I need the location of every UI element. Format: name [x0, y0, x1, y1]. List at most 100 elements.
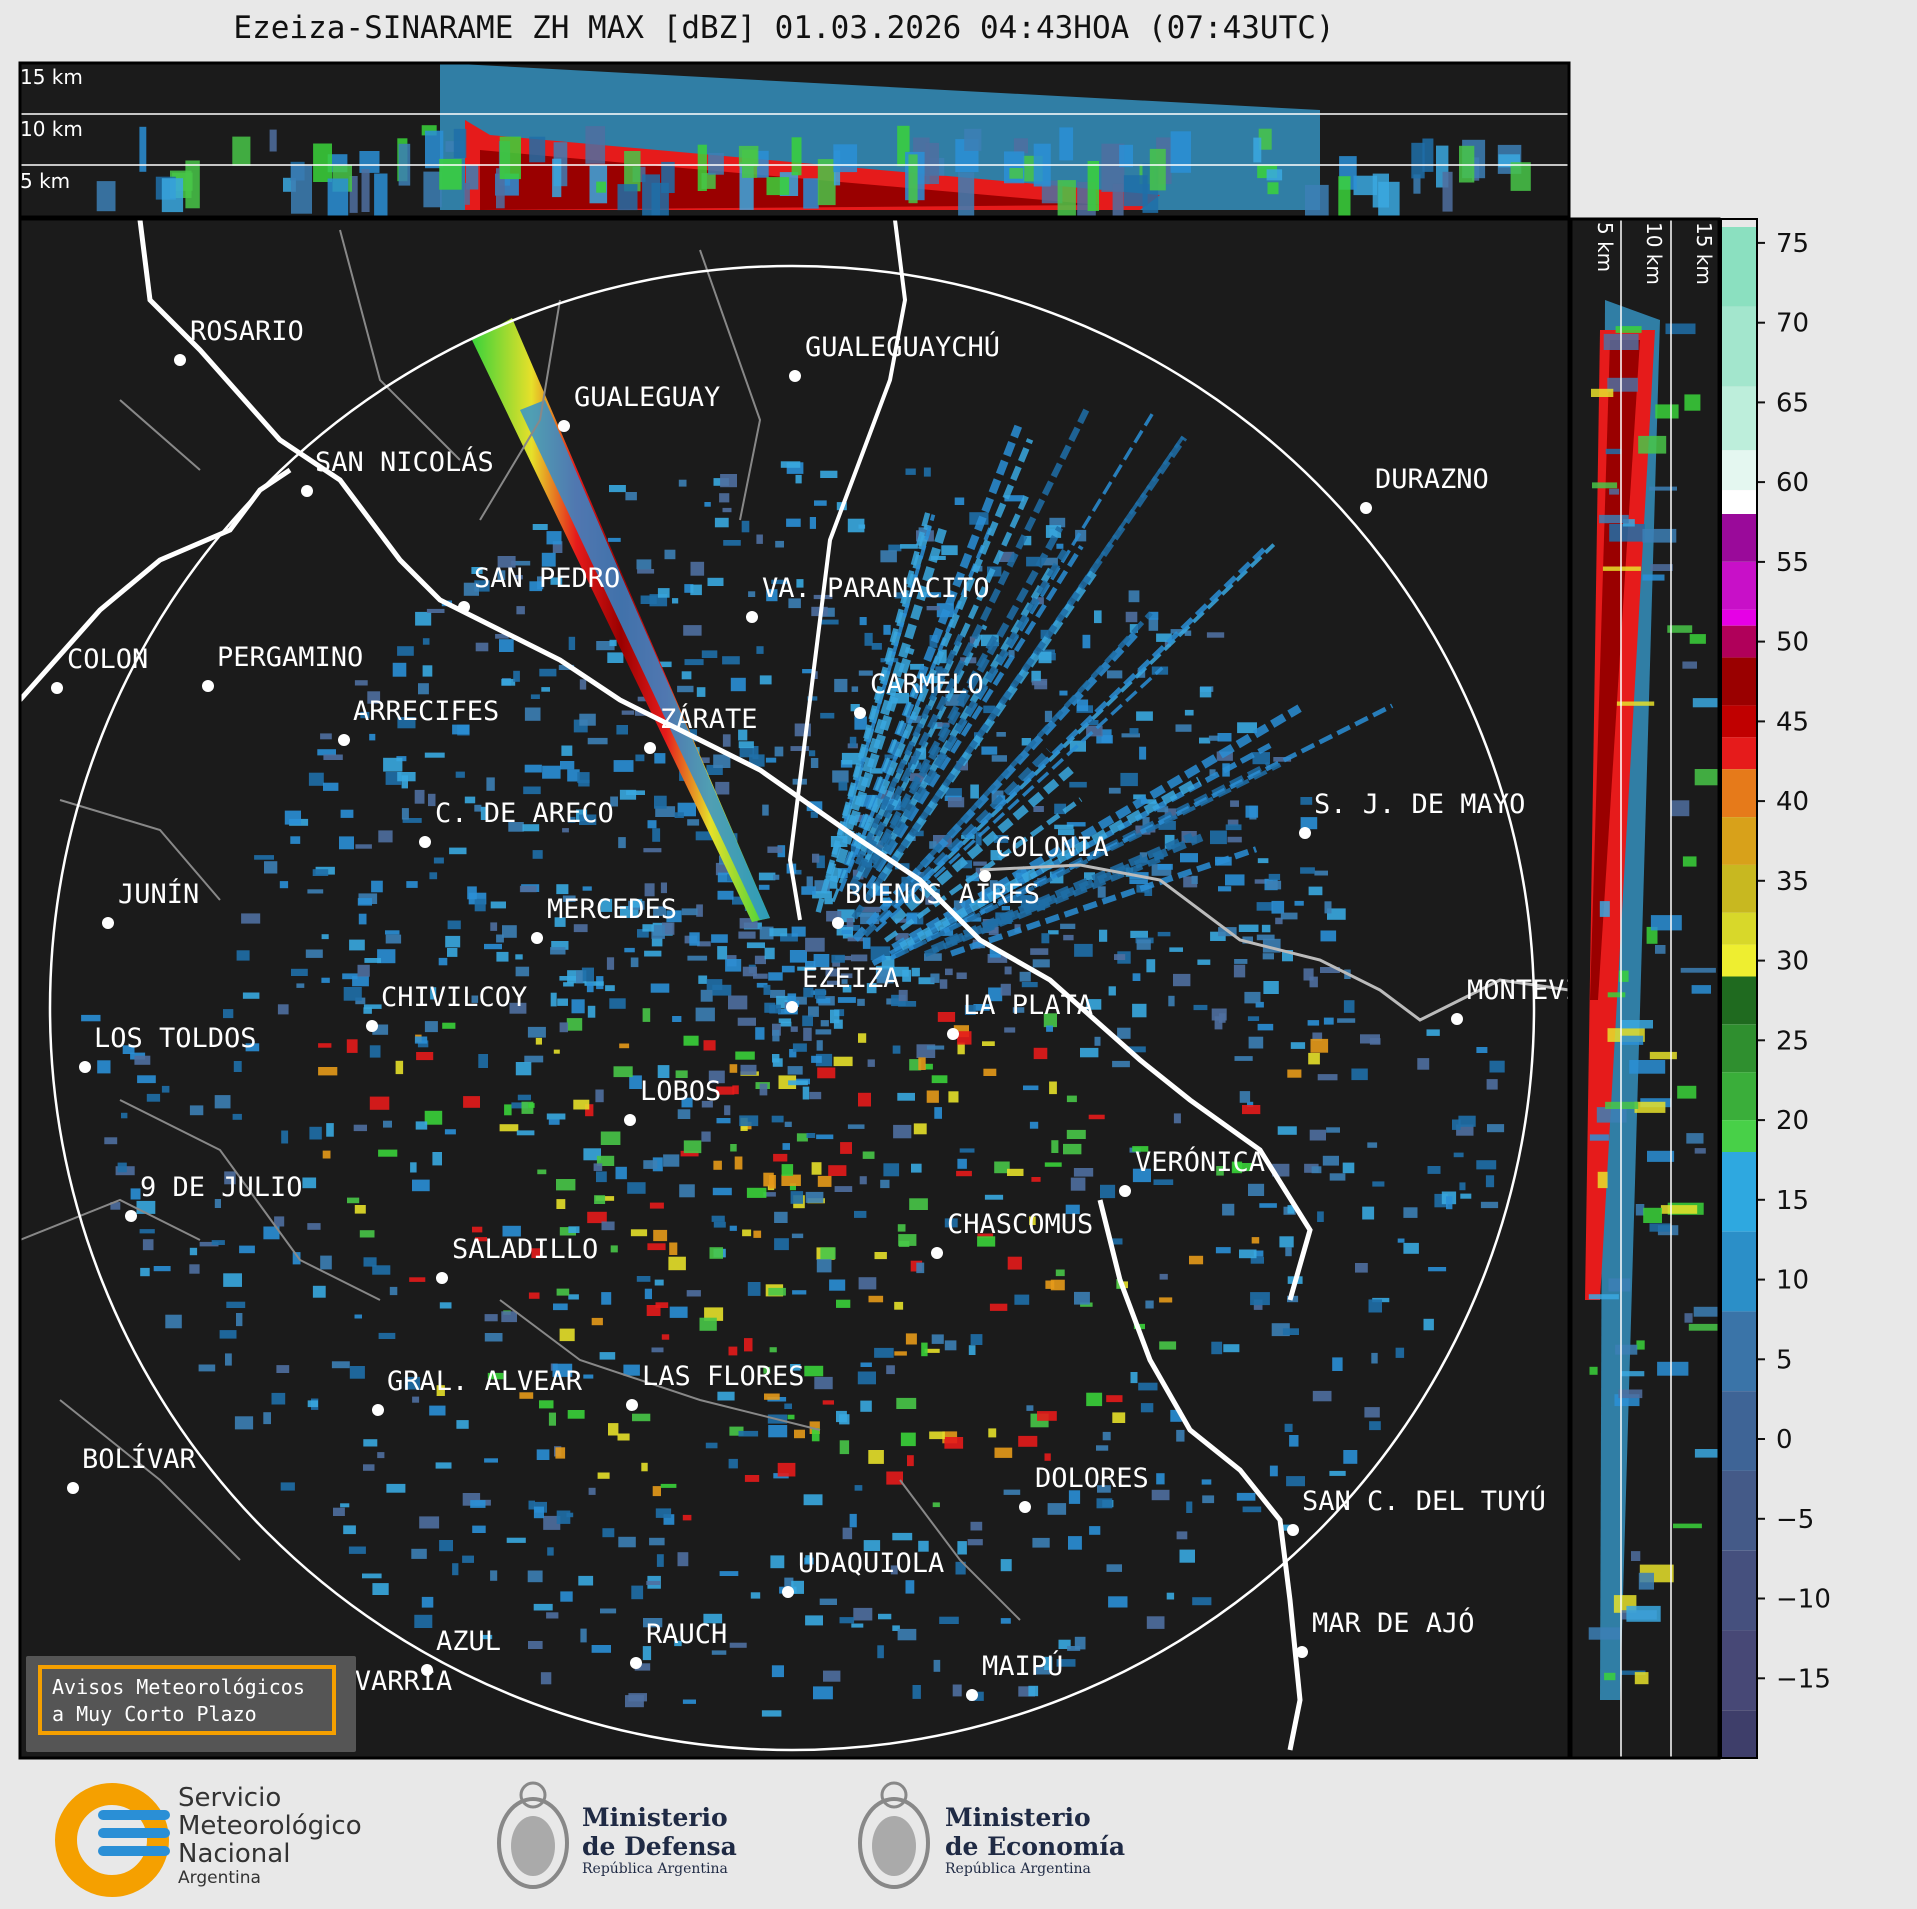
echo-cell [1487, 1124, 1505, 1133]
echo-cell [761, 1710, 782, 1717]
echo-cell [1086, 1392, 1103, 1407]
top-echo-cell [139, 126, 147, 172]
echo-cell [533, 1506, 544, 1519]
echo-cell [888, 544, 902, 552]
echo-cell [703, 1040, 716, 1051]
echo-cell [104, 1137, 118, 1145]
echo-cell [934, 1107, 942, 1119]
echo-cell [664, 549, 676, 560]
echo-cell [977, 1233, 994, 1238]
echo-cell [547, 1547, 554, 1556]
echo-cell [502, 1225, 521, 1237]
echo-cell [1094, 610, 1102, 624]
echo-cell [312, 1285, 326, 1298]
range-ring [48, 264, 1536, 1752]
echo-cell [1300, 797, 1313, 805]
echo-cell [1031, 680, 1047, 686]
echo-cell [786, 518, 801, 527]
echo-cell [935, 666, 943, 676]
echo-cell [271, 1392, 286, 1405]
echo-cell [649, 1537, 665, 1546]
echo-cell [931, 1075, 948, 1084]
echo-cell [803, 1494, 823, 1506]
top-echo-cell [624, 151, 641, 192]
top-echo-cell [958, 172, 975, 217]
echo-cell [1157, 931, 1171, 937]
echo-cell [1397, 1238, 1405, 1243]
echo-cell [609, 485, 626, 493]
city-label: SAN C. DEL TUYÚ [1302, 1485, 1546, 1517]
echo-cell [1233, 964, 1246, 978]
echo-cell [682, 1514, 692, 1521]
echo-cell [994, 1447, 1013, 1458]
echo-cell [364, 958, 381, 963]
echo-cell [771, 579, 788, 585]
city-label: BUENOS AIRES [845, 879, 1040, 910]
echo-cell [989, 948, 1001, 958]
colorbar-tick-label: 30 [1776, 947, 1809, 977]
side-echo-cell [1643, 1207, 1662, 1223]
echo-cell [1209, 769, 1216, 776]
echo-cell [967, 1539, 983, 1546]
echo-cell [1239, 1091, 1251, 1103]
echo-cell [802, 1015, 813, 1027]
echo-cell [1106, 1564, 1122, 1572]
echo-cell [1030, 948, 1049, 955]
colorbar-band [1721, 227, 1757, 307]
echo-cell [780, 461, 801, 468]
echo-cell [523, 786, 541, 795]
echo-cell [770, 989, 786, 998]
echo-cell [556, 1288, 570, 1296]
echo-cell [1230, 800, 1239, 807]
echo-cell [1199, 687, 1212, 698]
side-echo-cell [1614, 1394, 1640, 1407]
echo-cell [577, 772, 590, 784]
echo-cell [550, 577, 563, 585]
echo-cell [372, 1583, 389, 1595]
echo-cell [894, 592, 908, 599]
echo-cell [383, 757, 403, 772]
echo-cell [1423, 1318, 1434, 1331]
avisos-button[interactable]: Avisos Meteorológicos a Muy Corto Plazo [26, 1656, 356, 1752]
echo-cell [1183, 876, 1198, 888]
echo-cell [562, 828, 569, 833]
echo-cell [1367, 1142, 1378, 1148]
echo-cell [591, 1317, 603, 1326]
echo-cell [842, 985, 852, 993]
echo-cell [868, 1450, 884, 1464]
echo-cell [567, 816, 576, 823]
echo-cell [424, 1110, 443, 1125]
echo-cell [687, 955, 708, 961]
echo-cell [857, 1371, 876, 1385]
top-echo-cell [359, 151, 380, 173]
top-echo-cell [269, 129, 277, 152]
echo-cell [117, 1162, 127, 1173]
echo-cell [588, 1487, 596, 1495]
echo-cell [1126, 1046, 1146, 1053]
echo-cell [1166, 1592, 1175, 1600]
echo-cell [97, 1060, 111, 1074]
echo-cell [429, 872, 438, 880]
echo-cell [1144, 885, 1153, 896]
side-echo-cell [1677, 1085, 1697, 1099]
echo-cell [851, 954, 868, 962]
economia-line2: de Economía [945, 1832, 1126, 1861]
echo-cell [705, 1442, 718, 1449]
echo-cell [609, 998, 626, 1009]
echo-cell [672, 1016, 682, 1022]
echo-cell [428, 793, 436, 807]
echo-cell [594, 1195, 606, 1204]
echo-cell [814, 988, 826, 999]
echo-cell [355, 844, 372, 849]
top-echo-cell [313, 143, 332, 182]
echo-cell [480, 806, 488, 820]
city-marker: MAR DE AJÓ [1296, 1607, 1475, 1658]
echo-cell [948, 1091, 959, 1103]
echo-cell [153, 1266, 171, 1272]
city-marker: LA PLATA [947, 990, 1093, 1040]
city-marker: GUALEGUAYCHÚ [789, 331, 1000, 382]
echo-cell [602, 1528, 615, 1538]
echo-cell [321, 977, 330, 983]
side-echo-cell [1684, 394, 1701, 411]
echo-cell [784, 1121, 792, 1127]
